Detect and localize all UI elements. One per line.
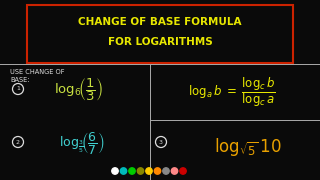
Text: $\mathregular{log}_{6}\!\left(\dfrac{1}{3}\right)$: $\mathregular{log}_{6}\!\left(\dfrac{1}{… bbox=[53, 76, 102, 104]
Circle shape bbox=[129, 168, 135, 174]
Text: $\mathregular{log}_{\frac{3}{5}}\!\left(\dfrac{6}{7}\right)$: $\mathregular{log}_{\frac{3}{5}}\!\left(… bbox=[59, 130, 105, 156]
Circle shape bbox=[146, 168, 152, 174]
Circle shape bbox=[180, 168, 186, 174]
Text: $\mathregular{log}_a\,b\;=\;\dfrac{\mathregular{log}_c\,b}{\mathregular{log}_c\,: $\mathregular{log}_a\,b\;=\;\dfrac{\math… bbox=[188, 75, 276, 109]
Circle shape bbox=[154, 168, 161, 174]
Text: CHANGE OF BASE FORMULA: CHANGE OF BASE FORMULA bbox=[78, 17, 242, 27]
Circle shape bbox=[137, 168, 144, 174]
Text: USE CHANGE OF: USE CHANGE OF bbox=[10, 69, 65, 75]
Text: $\mathregular{log}_{\sqrt{5}}\,10$: $\mathregular{log}_{\sqrt{5}}\,10$ bbox=[214, 136, 282, 158]
Circle shape bbox=[112, 168, 118, 174]
Circle shape bbox=[171, 168, 178, 174]
Text: 1: 1 bbox=[16, 87, 20, 91]
Circle shape bbox=[120, 168, 127, 174]
Text: 3: 3 bbox=[159, 140, 163, 145]
Text: BASE:: BASE: bbox=[10, 77, 29, 83]
Text: 2: 2 bbox=[16, 140, 20, 145]
Text: FOR LOGARITHMS: FOR LOGARITHMS bbox=[108, 37, 212, 47]
Circle shape bbox=[163, 168, 169, 174]
